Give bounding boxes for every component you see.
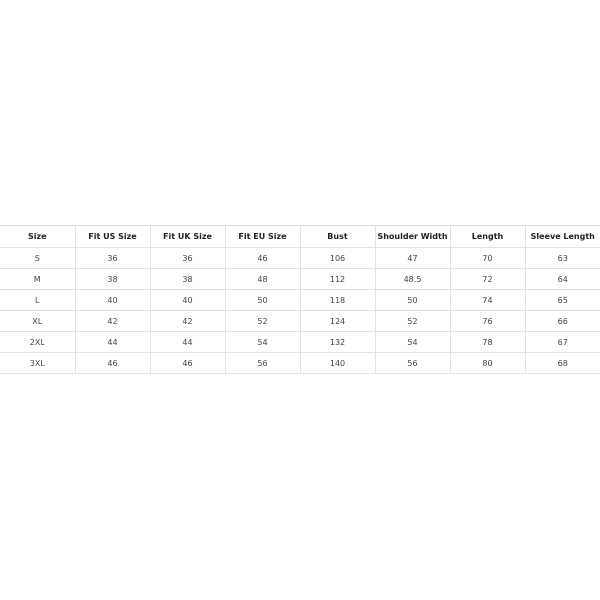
table-cell: 36: [74, 247, 151, 269]
table-cell: 65: [524, 289, 600, 311]
table-cell: 3XL: [0, 352, 76, 374]
table-cell: XL: [0, 310, 76, 332]
table-cell: 52: [374, 310, 451, 332]
table-cell: 54: [224, 331, 301, 353]
table-cell: 50: [374, 289, 451, 311]
header-row: Size Fit US Size Fit UK Size Fit EU Size Bus…: [0, 225, 600, 248]
table-cell: 67: [524, 331, 600, 353]
header-cell: Shoulder Width: [374, 225, 451, 248]
table-cell: 40: [149, 289, 226, 311]
table-cell: 38: [149, 268, 226, 290]
table-cell: M: [0, 268, 76, 290]
table-cell: 54: [374, 331, 451, 353]
table-cell: 68: [524, 352, 600, 374]
header-cell: Fit US Size: [74, 225, 151, 248]
table-cell: L: [0, 289, 76, 311]
table-row: L 40 40 50 118 50 74 65: [0, 289, 600, 311]
table-cell: 72: [449, 268, 526, 290]
header-cell: Fit EU Size: [224, 225, 301, 248]
table-cell: 118: [299, 289, 376, 311]
table-cell: 44: [149, 331, 226, 353]
table-cell: 42: [149, 310, 226, 332]
table-cell: 38: [74, 268, 151, 290]
table-cell: 64: [524, 268, 600, 290]
table-row: M 38 38 48 112 48.5 72 64: [0, 268, 600, 290]
header-cell: Bust: [299, 225, 376, 248]
table-cell: 46: [149, 352, 226, 374]
table-cell: 56: [374, 352, 451, 374]
table-cell: 140: [299, 352, 376, 374]
table-cell: 106: [299, 247, 376, 269]
table-cell: 76: [449, 310, 526, 332]
table-cell: 48.5: [374, 268, 451, 290]
table-cell: 70: [449, 247, 526, 269]
table-cell: 78: [449, 331, 526, 353]
table-cell: 42: [74, 310, 151, 332]
table-cell: 47: [374, 247, 451, 269]
table-cell: 63: [524, 247, 600, 269]
table-cell: 74: [449, 289, 526, 311]
table-cell: 40: [74, 289, 151, 311]
table-cell: 46: [224, 247, 301, 269]
table-header: Size Fit US Size Fit UK Size Fit EU Size Bus…: [0, 225, 600, 248]
table-row: 3XL 46 46 56 140 56 80 68: [0, 352, 600, 374]
table-cell: 56: [224, 352, 301, 374]
table-row: S 36 36 46 106 47 70 63: [0, 247, 600, 269]
table-cell: S: [0, 247, 76, 269]
table-cell: 48: [224, 268, 301, 290]
table-row: 2XL 44 44 54 132 54 78 67: [0, 331, 600, 353]
table-row: XL 42 42 52 124 52 76 66: [0, 310, 600, 332]
table-cell: 80: [449, 352, 526, 374]
table-cell: 36: [149, 247, 226, 269]
table-cell: 2XL: [0, 331, 76, 353]
table-cell: 112: [299, 268, 376, 290]
table-cell: 124: [299, 310, 376, 332]
table-cell: 46: [74, 352, 151, 374]
header-cell: Size: [0, 225, 76, 248]
table-cell: 44: [74, 331, 151, 353]
table-cell: 66: [524, 310, 600, 332]
table-cell: 132: [299, 331, 376, 353]
table-cell: 52: [224, 310, 301, 332]
table-body: S 36 36 46 106 47 70 63 M 38 38 48 112 48.5 72 64 L 40 40 5…: [0, 247, 600, 374]
size-table: Size Fit US Size Fit UK Size Fit EU Size Bus…: [0, 225, 600, 374]
header-cell: Fit UK Size: [149, 225, 226, 248]
header-cell: Length: [449, 225, 526, 248]
table-cell: 50: [224, 289, 301, 311]
header-cell: Sleeve Length: [524, 225, 600, 248]
